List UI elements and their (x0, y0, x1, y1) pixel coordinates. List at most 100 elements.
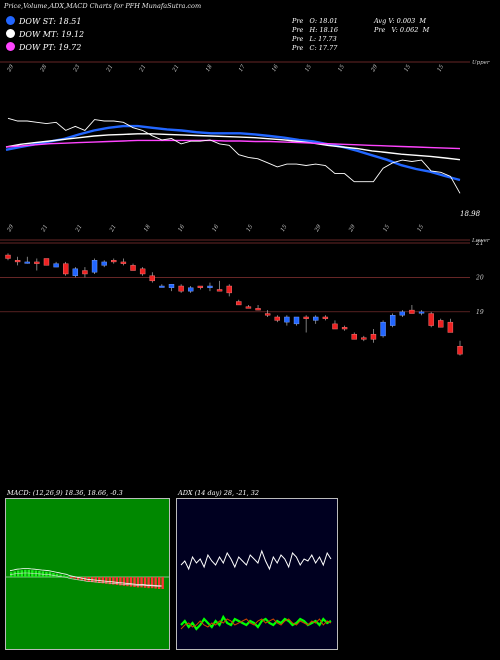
legend-swatch-st (6, 16, 15, 25)
candle-body (111, 260, 117, 263)
candle-body (274, 316, 280, 321)
macd-bar (76, 577, 80, 580)
macd-bar (157, 577, 161, 589)
candle-body (264, 313, 271, 316)
lower-band-dates: 29 21 21 21 18 16 16 15 15 29 29 15 15 (6, 224, 425, 234)
candle-body (313, 316, 319, 321)
candle-body (101, 261, 107, 266)
macd-bar (140, 577, 143, 588)
candle-body (380, 321, 386, 337)
candle-body (168, 284, 175, 288)
prev-low: Pre L: 17.73 (292, 35, 337, 43)
legend-swatch-mt (6, 29, 15, 38)
band-date-label: 29 (314, 224, 323, 234)
macd-bar (62, 575, 66, 577)
candle-body (303, 316, 309, 319)
candle-body (130, 265, 136, 271)
adx-title: ADX (14 day) 28, -21, 32 (178, 489, 260, 497)
candle-body (197, 285, 204, 288)
band-date-label: 16 (271, 64, 280, 73)
candle-body (409, 309, 415, 314)
price-chart: Upper 29 28 23 21 21 21 18 17 16 15 15 29 15 15 Lower… (0, 60, 490, 356)
adx-line-2 (180, 618, 332, 630)
band-date-label: 21 (105, 64, 114, 74)
candle-body (245, 306, 252, 309)
candlestick-series (5, 253, 463, 356)
candle-body (438, 320, 444, 328)
legend-label-mt: DOW MT: 19.12 (19, 30, 85, 39)
candle-body (72, 268, 79, 276)
candle-body (284, 316, 290, 323)
candle-body (14, 260, 21, 263)
macd-bar (20, 570, 23, 577)
band-date-label: 21 (109, 224, 118, 234)
legend-swatch-pt (6, 42, 15, 51)
price-grid: 21 20 19 (0, 240, 484, 316)
candle-body (5, 254, 11, 259)
ma-line-2 (5, 139, 461, 150)
prev-high: Pre H: 18.16 (292, 26, 339, 34)
macd-bar (143, 577, 147, 588)
prev-open: Pre O: 18.01 (292, 17, 338, 25)
candle-body (24, 261, 30, 264)
band-date-label: 15 (304, 64, 313, 73)
candle-body (322, 316, 329, 319)
candle-body (332, 323, 338, 330)
candle-body (149, 275, 155, 282)
candle-body (418, 311, 425, 314)
candle-body (428, 313, 434, 326)
candle-body (178, 285, 184, 292)
moving-average-lines (5, 124, 461, 182)
band-date-label: 21 (74, 224, 83, 234)
price-tick-label: 19 (476, 309, 484, 316)
prev-volume: Pre V: 0.062 M (374, 26, 430, 34)
macd-bar (105, 577, 108, 584)
band-date-label: 21 (171, 64, 180, 74)
band-date-label: 18 (143, 224, 152, 233)
macd-bar (27, 569, 31, 577)
prev-close: Pre C: 17.77 (292, 44, 338, 52)
macd-bar (129, 577, 133, 587)
band-date-label: 15 (246, 224, 255, 233)
macd-bar (115, 577, 119, 585)
macd-chart (6, 568, 169, 589)
candle-body (361, 337, 367, 340)
macd-bar (119, 577, 122, 586)
legend-dow-pt: DOW PT: 19.72 (6, 42, 81, 52)
macd-bar (66, 576, 69, 578)
band-date-label: 29 (6, 64, 15, 74)
band-date-label: 15 (382, 224, 391, 233)
band-date-label: 15 (337, 64, 346, 73)
candle-body (139, 268, 146, 275)
page-title: Price,Volume,ADX,MACD Charts for PFH Mun… (4, 2, 202, 10)
candle-body (389, 315, 396, 326)
candle-body (341, 327, 348, 330)
band-date-label: 29 (370, 64, 379, 74)
candle-body (447, 321, 454, 333)
price-line (7, 117, 461, 194)
band-date-label: 16 (212, 224, 221, 233)
macd-bar (55, 573, 59, 577)
band-date-label: 17 (238, 64, 247, 73)
price-tick-label: 20 (475, 274, 484, 281)
candle-body (457, 346, 463, 355)
candle-body (82, 270, 88, 275)
band-date-label: 23 (72, 64, 81, 74)
legend-dow-mt: DOW MT: 19.12 (6, 29, 84, 39)
macd-bar (80, 577, 83, 581)
candle-body (120, 261, 127, 264)
candle-body (216, 289, 223, 292)
band-date-label: 28 (39, 64, 48, 74)
ma-line-0 (5, 124, 461, 182)
band-date-label: 16 (177, 224, 186, 233)
band-date-label: 15 (280, 224, 289, 233)
candle-body (399, 311, 405, 316)
band-date-label: 15 (417, 224, 426, 233)
candle-body (34, 261, 40, 264)
band-date-label: 21 (40, 224, 49, 234)
adx-chart (180, 549, 332, 631)
macd-bar (101, 577, 104, 584)
candle-body (255, 308, 261, 311)
legend-label-st: DOW ST: 18.51 (19, 17, 82, 26)
macd-title: MACD: (12,26,9) 18.36, 18.66, -0.3 (7, 489, 123, 497)
